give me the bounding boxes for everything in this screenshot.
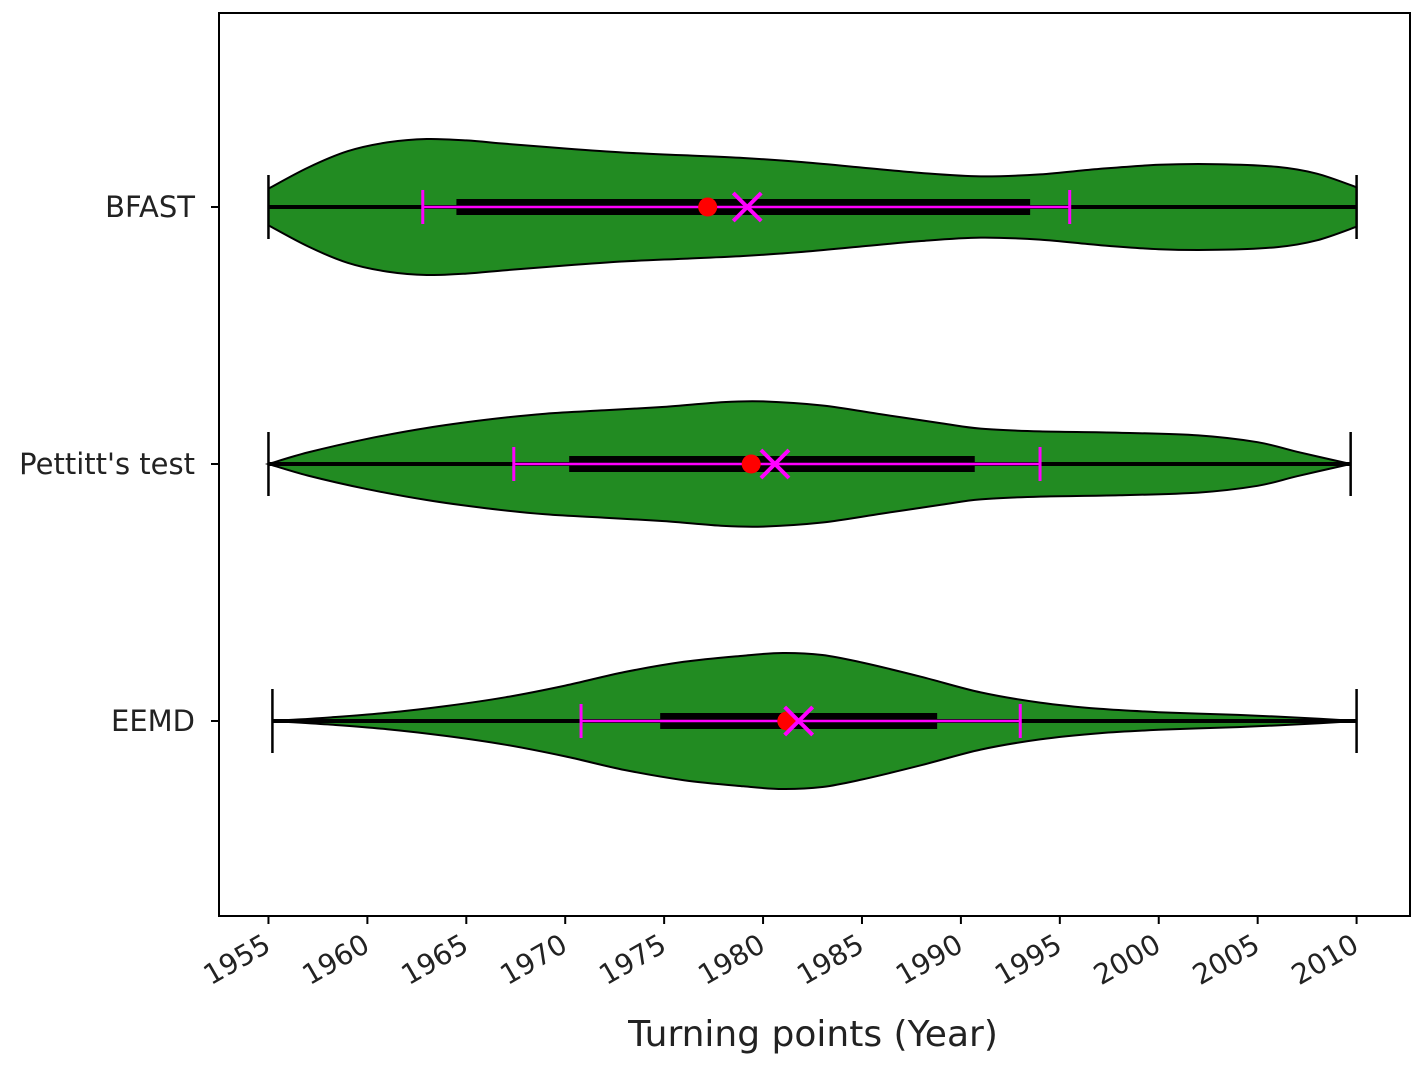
violin-bfast [267,137,1358,277]
violin-pettitt-s-test [264,400,1352,528]
y-category-label: Pettitt's test [19,447,195,481]
median-marker [741,454,761,474]
median-marker [698,197,718,217]
x-tick-label: 1960 [297,927,375,991]
x-tick-label: 1955 [198,927,276,991]
x-axis: 1955 1960 1965 1970 1975 1980 1985 1990 1995 2000… [198,916,1364,992]
x-tick-label: 2000 [1088,927,1166,991]
violin-eemd [271,651,1358,791]
y-category-label: BFAST [105,190,195,224]
y-category-label: EEMD [111,704,195,738]
x-tick-label: 1980 [692,927,770,991]
x-tick-label: 1990 [890,927,968,991]
x-tick-label: 1995 [989,927,1067,991]
x-tick-label: 2005 [1187,927,1265,991]
x-tick-label: 1970 [495,927,573,991]
violin-layer [264,137,1358,791]
mean-marker-stroke-b [731,191,763,223]
mean-marker-stroke-b [759,448,791,480]
x-tick-label: 2010 [1286,927,1364,991]
x-tick-label: 1965 [396,927,474,991]
x-tick-label: 1975 [593,927,671,991]
x-axis-title: Turning points (Year) [627,1014,998,1055]
x-tick-label: 1985 [791,927,869,991]
y-axis: BFAST Pettitt's test EEMD [19,190,219,738]
mean-marker-stroke-b [783,705,815,737]
